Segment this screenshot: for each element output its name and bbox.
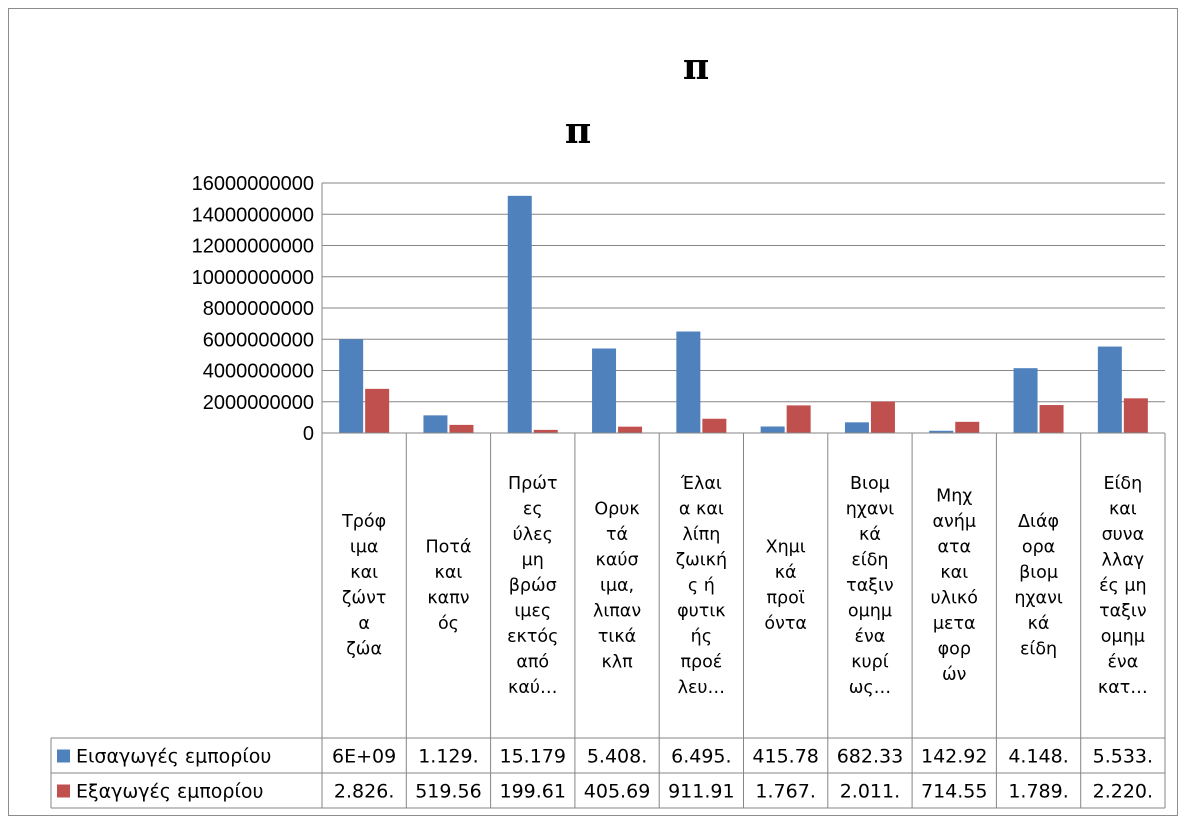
- y-tick-label: 0: [303, 423, 314, 445]
- category-label: Τρόφ ιμα και ζώντ α ζώα: [341, 512, 386, 660]
- table-cell-value: 15.179: [500, 746, 566, 768]
- chart-title-line: π: [683, 46, 709, 88]
- gridlines: [322, 182, 1165, 434]
- bar: [507, 195, 532, 433]
- table-cell-value: 1.789.: [1008, 781, 1068, 803]
- table-cell-value: 142.92: [921, 746, 987, 768]
- category-label: Πρώτ ες ύλες μη βρώσ ιμες εκτός από καύ…: [507, 474, 558, 698]
- bar: [844, 422, 869, 433]
- category-label: Βιομ ηχανι κά είδη ταξιν ομημ ένα κυρί ως…: [846, 474, 895, 698]
- category-label: Είδη και συνα λλαγ ές μη ταξιν ομημ ένα κατ…: [1098, 474, 1148, 698]
- bar: [618, 426, 643, 433]
- data-table: Τρόφ ιμα και ζώντ α ζώα Ποτά και καπν ός Πρώτ ες ύλε…: [50, 432, 1166, 809]
- bar: [676, 331, 701, 433]
- y-tick-label: 8000000000: [203, 298, 314, 320]
- bar: [870, 401, 895, 433]
- bar: [760, 426, 785, 433]
- category-label: Έλαι α και λίπη ζωική ς ή φυτικ ής προέ λευ…: [676, 474, 728, 698]
- table-cell-value: 911.91: [668, 781, 734, 803]
- table-cell-value: 6.495.: [671, 746, 731, 768]
- table-cell-value: 4.148.: [1008, 746, 1068, 768]
- bar: [955, 421, 980, 433]
- table-cell-value: 2.826.: [334, 781, 394, 803]
- bar: [592, 348, 617, 433]
- table-cell-value: 199.61: [500, 781, 566, 803]
- bar: [1013, 368, 1038, 433]
- bar: [929, 430, 954, 433]
- chart-svg: ππ 0200000000040000000006000000000800000…: [50, 46, 1166, 809]
- bar: [423, 415, 448, 433]
- y-tick-label: 2000000000: [203, 392, 314, 414]
- category-label: Ορυκ τά καύσ ιμα, λιπαν τικά κλπ: [593, 499, 641, 672]
- table-cell-value: 2.220.: [1093, 781, 1153, 803]
- table-cell-value: 714.55: [921, 781, 987, 803]
- legend-label: Εξαγωγές εμπορίου: [76, 781, 264, 803]
- bar: [533, 429, 558, 433]
- table-cell-value: 2.011.: [840, 781, 900, 803]
- chart-title-line: π: [565, 110, 591, 152]
- category-label: Μηχ ανήμ ατα και υλικό μετα φορ ών: [931, 487, 978, 686]
- legend-swatch: [57, 749, 70, 763]
- y-tick-label: 14000000000: [192, 204, 314, 226]
- category-label: Ποτά και καπν ός: [425, 538, 471, 635]
- table-cell-value: 1.767.: [755, 781, 815, 803]
- y-tick-label: 10000000000: [192, 267, 314, 289]
- table-cell-value: 519.56: [415, 781, 481, 803]
- table-cell-value: 682.33: [837, 746, 903, 768]
- table-cell-value: 415.78: [752, 746, 818, 768]
- y-tick-label: 4000000000: [203, 361, 314, 383]
- y-tick-label: 12000000000: [192, 236, 314, 258]
- chart-title: ππ: [565, 46, 709, 152]
- bar: [786, 405, 811, 433]
- table-cell-value: 1.129.: [418, 746, 478, 768]
- table-cell-value: 5.533.: [1093, 746, 1153, 768]
- category-label: Διάφ ορα βιομ ηχανι κά είδη: [1014, 512, 1063, 660]
- bar: [1039, 405, 1064, 433]
- legend-swatch: [57, 784, 70, 798]
- table-cell-value: 5.408.: [587, 746, 647, 768]
- y-axis: 0 2000000000 4000000000 6000000000 800000000…: [192, 173, 323, 445]
- table-cell-value: 6E+09: [332, 746, 396, 768]
- bar: [702, 418, 727, 433]
- category-label: Χημι κά προϊ όντα: [764, 538, 807, 635]
- bar: [1123, 398, 1148, 433]
- bar: [339, 339, 364, 433]
- bar: [1097, 346, 1122, 433]
- bar: [449, 424, 474, 433]
- bar: [365, 388, 390, 433]
- y-tick-label: 16000000000: [192, 173, 314, 195]
- bars: [339, 195, 1148, 433]
- table-cell-value: 405.69: [584, 781, 650, 803]
- legend-label: Εισαγωγές εμπορίου: [76, 746, 271, 768]
- y-tick-label: 6000000000: [203, 329, 314, 351]
